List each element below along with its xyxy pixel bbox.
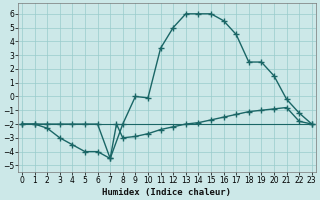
X-axis label: Humidex (Indice chaleur): Humidex (Indice chaleur)	[102, 188, 231, 197]
